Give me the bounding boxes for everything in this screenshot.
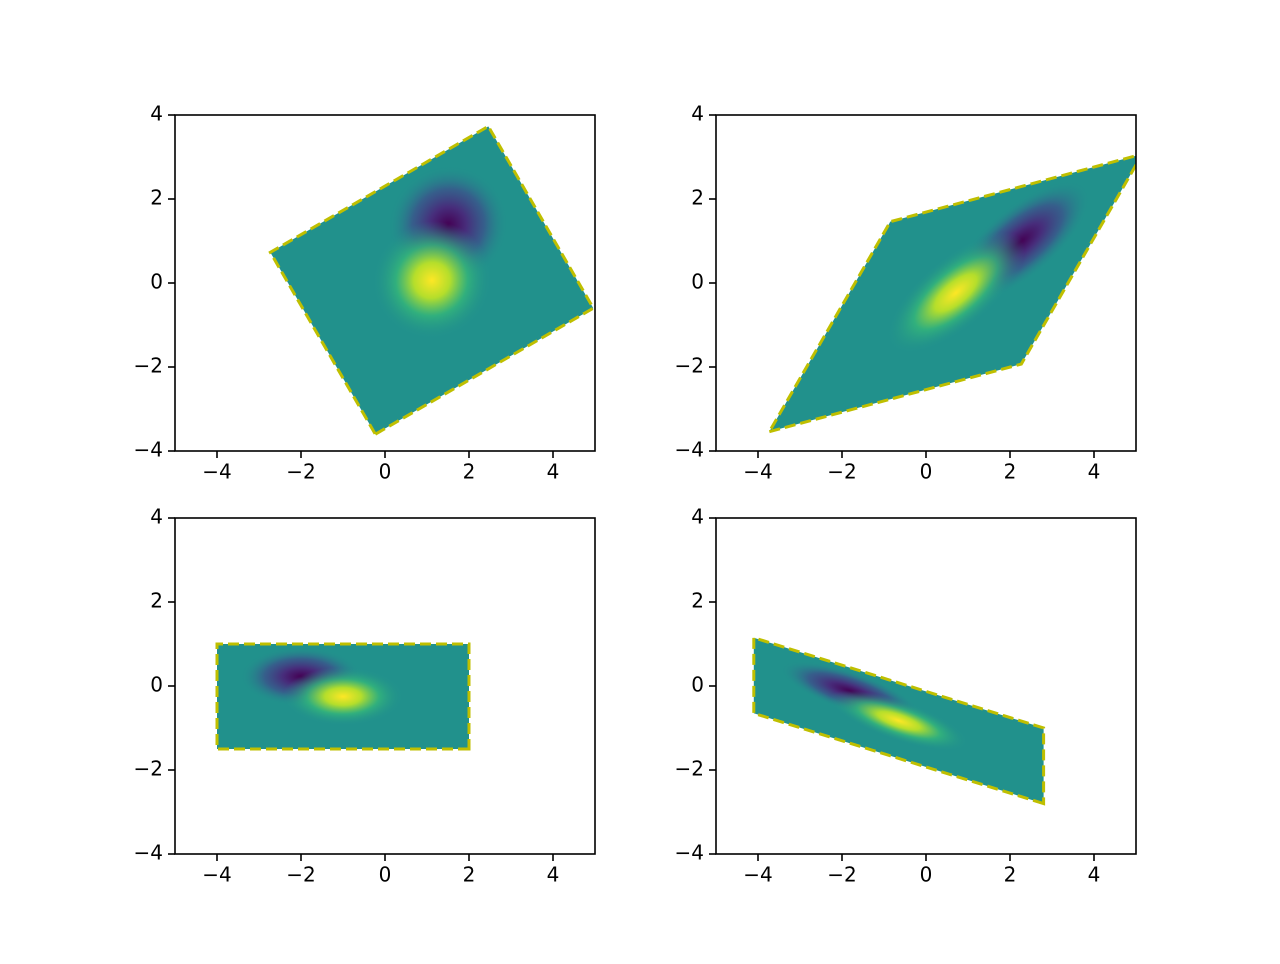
x-tick-label: −2 xyxy=(827,863,856,887)
image-outline xyxy=(752,635,1046,806)
x-tick-label: 0 xyxy=(920,460,933,484)
image-outline xyxy=(215,642,471,751)
y-tick-label: −4 xyxy=(134,438,163,462)
x-tick-label: −2 xyxy=(286,863,315,887)
y-tick-label: −4 xyxy=(134,841,163,865)
y-tick-label: 2 xyxy=(691,186,704,210)
x-tick-label: 4 xyxy=(1088,863,1101,887)
x-tick-label: −4 xyxy=(743,863,772,887)
image xyxy=(769,154,1136,432)
y-tick-label: 2 xyxy=(150,186,163,210)
subplot: −4 −2 0 2 4 −4 −2 0 2 4 xyxy=(134,505,596,887)
positive-peak xyxy=(371,221,492,340)
plot-area xyxy=(752,635,1046,806)
x-tick-label: 0 xyxy=(379,460,392,484)
y-tick-label: −2 xyxy=(675,757,704,781)
x-tick-label: −4 xyxy=(202,863,231,887)
plot-area xyxy=(766,154,1136,435)
x-tick-label: −2 xyxy=(286,460,315,484)
x-tick-label: 4 xyxy=(547,863,560,887)
image-outline xyxy=(268,124,595,437)
y-tick-label: 0 xyxy=(691,673,704,697)
y-tick-label: 4 xyxy=(691,102,704,126)
y-tick-label: 2 xyxy=(150,589,163,613)
x-tick-label: 4 xyxy=(547,460,560,484)
y-tick-label: 4 xyxy=(150,505,163,529)
y-tick-label: −4 xyxy=(675,438,704,462)
x-tick-label: 2 xyxy=(1004,460,1017,484)
y-tick-label: −2 xyxy=(134,757,163,781)
positive-peak xyxy=(282,667,404,726)
plot-area xyxy=(215,642,471,751)
subplot: −4 −2 0 2 4 −4 −2 0 2 4 xyxy=(675,102,1137,484)
y-tick-label: 0 xyxy=(691,270,704,294)
x-tick-label: 2 xyxy=(1004,863,1017,887)
y-tick-label: 0 xyxy=(150,673,163,697)
x-tick-label: 0 xyxy=(920,863,933,887)
x-tick-label: 2 xyxy=(463,460,476,484)
image xyxy=(217,644,469,749)
image xyxy=(270,126,594,435)
subplot: −4 −2 0 2 4 −4 −2 0 2 4 xyxy=(134,102,596,484)
y-tick-label: 2 xyxy=(691,589,704,613)
y-tick-label: 0 xyxy=(150,270,163,294)
plot-area xyxy=(268,124,595,437)
x-tick-label: 0 xyxy=(379,863,392,887)
y-tick-label: −4 xyxy=(675,841,704,865)
image xyxy=(753,637,1044,804)
x-tick-label: 4 xyxy=(1088,460,1101,484)
subplot: −4 −2 0 2 4 −4 −2 0 2 4 xyxy=(675,505,1137,887)
x-tick-label: −4 xyxy=(202,460,231,484)
positive-peak xyxy=(886,231,1026,354)
x-tick-label: −4 xyxy=(743,460,772,484)
y-tick-label: 4 xyxy=(150,102,163,126)
y-tick-label: −2 xyxy=(134,354,163,378)
x-tick-label: −2 xyxy=(827,460,856,484)
y-tick-label: 4 xyxy=(691,505,704,529)
x-tick-label: 2 xyxy=(463,863,476,887)
y-tick-label: −2 xyxy=(675,354,704,378)
positive-peak xyxy=(829,690,969,751)
